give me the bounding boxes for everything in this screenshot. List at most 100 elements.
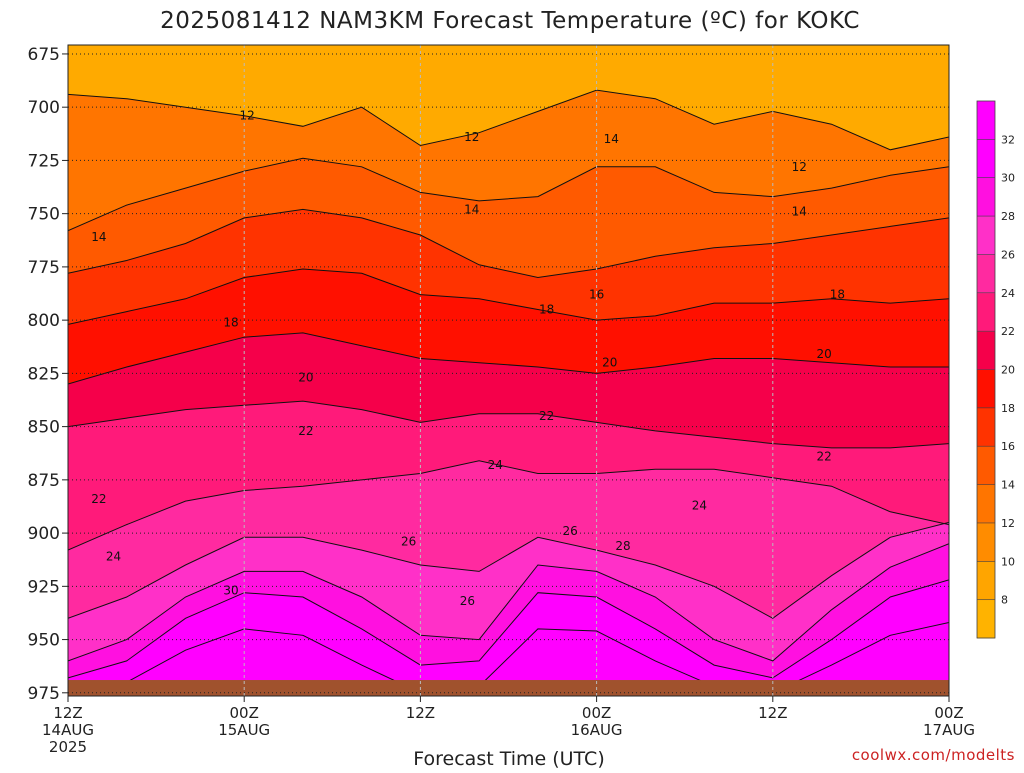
contour-label: 12 [792,160,807,174]
colorbar-swatch [977,407,995,447]
contour-label: 30 [223,584,238,598]
colorbar-label: 18 [1001,402,1015,415]
contour-label: 20 [817,347,832,361]
x-tick-label: 15AUG [218,721,270,739]
x-tick-label: 16AUG [571,721,623,739]
contour-label: 22 [298,424,313,438]
colorbar-label: 14 [1001,479,1015,492]
colorbar-label: 30 [1001,172,1015,185]
contour-label: 20 [602,356,617,370]
colorbar-swatch [977,101,995,140]
isotherm-18 [68,268,949,325]
colorbar-swatch [977,139,995,179]
contour-label: 28 [615,539,630,553]
y-tick-label: 725 [28,151,60,171]
y-tick-label: 950 [28,631,60,651]
temperature-band-32 [68,622,949,696]
colorbar-swatch [977,599,995,639]
contour-label: 18 [539,302,554,316]
contour-label: 20 [298,371,313,385]
isotherm-28 [68,543,949,662]
colorbar-label: 24 [1001,287,1015,300]
isotherm-32 [68,622,949,694]
x-tick-label: 12Z [406,704,435,722]
plot-area: 12 12 12 14 14 14 14 16 18 18 18 20 20 20 22 22 22 22 24 24… [68,45,949,696]
y-tick-label: 875 [28,471,60,491]
y-tick-label: 850 [28,418,60,438]
colorbar-label: 10 [1001,555,1015,568]
contour-label: 26 [401,535,416,549]
x-tick-label: 12Z [758,704,787,722]
colorbar-label: 22 [1001,325,1015,338]
colorbar-swatch [977,561,995,601]
x-tick-label: 00Z [582,704,611,722]
credit-text: coolwx.com/modelts [852,746,1015,764]
y-axis: 675 700 725 750 775 800 825 850 875 900 925 950 975 [28,45,68,704]
y-tick-label: 925 [28,577,60,597]
colorbar-label: 28 [1001,210,1015,223]
x-tick-label: 00Z [934,704,963,722]
isotherm-12 [68,89,949,151]
colorbar-label: 16 [1001,440,1015,453]
contour-label: 14 [91,230,106,244]
contour-label: 24 [692,498,707,512]
contour-label: 24 [106,550,121,564]
colorbar-swatch [977,369,995,409]
y-tick-label: 675 [28,45,60,65]
contour-label: 14 [604,132,619,146]
y-tick-label: 800 [28,311,60,331]
ground-surface [68,680,949,696]
contour-label: 26 [460,594,475,608]
x-tick-label: 12Z [53,704,82,722]
colorbar-label: 26 [1001,248,1015,261]
colorbar-label: 20 [1001,364,1015,377]
colorbar-swatch [977,254,995,294]
y-tick-label: 775 [28,258,60,278]
colorbar-label: 8 [1001,594,1008,607]
colorbar-label: 32 [1001,133,1015,146]
contour-label: 16 [589,288,604,302]
y-tick-label: 975 [28,684,60,704]
colorbar-swatch [977,446,995,486]
x-tick-label: 2025 [49,738,87,756]
isotherm-20 [68,332,949,385]
plot-frame [67,44,950,697]
x-tick-label: 00Z [230,704,259,722]
x-tick-label: 17AUG [923,721,975,739]
colorbar-swatch [977,216,995,255]
contour-label: 22 [539,409,554,423]
y-tick-label: 700 [28,98,60,118]
isotherm-22 [68,400,949,449]
isotherm-30 [68,579,949,679]
contour-label: 22 [91,492,106,506]
contour-label: 18 [223,315,238,329]
isotherm-16 [68,208,949,279]
colorbar-swatch [977,522,995,562]
colorbar-swatch [977,292,995,332]
colorbar-swatch [977,177,995,217]
y-tick-label: 750 [28,205,60,225]
isotherm-14 [68,157,949,232]
contour-label: 12 [464,130,479,144]
x-axis-label: Forecast Time (UTC) [413,748,604,768]
contour-label: 14 [464,202,479,216]
contour-label: 22 [817,449,832,463]
y-tick-label: 900 [28,524,60,544]
x-tick-label: 14AUG [42,721,94,739]
chart-title: 2025081412 NAM3KM Forecast Temperature (… [160,8,860,34]
isotherm-26 [68,521,949,619]
contour-label: 14 [792,205,807,219]
colorbar-swatch [977,331,995,370]
contour-label: 26 [563,524,578,538]
y-tick-label: 825 [28,364,60,384]
colorbar-swatch [977,484,995,524]
contour-label: 18 [830,288,845,302]
colorbar-label: 12 [1001,517,1015,530]
colorbar-legend: 8 10 12 14 16 18 20 22 24 26 28 30 32 [976,100,1015,639]
isotherm-24 [68,460,949,551]
contour-label: 24 [488,458,503,472]
contour-label: 12 [239,109,254,123]
